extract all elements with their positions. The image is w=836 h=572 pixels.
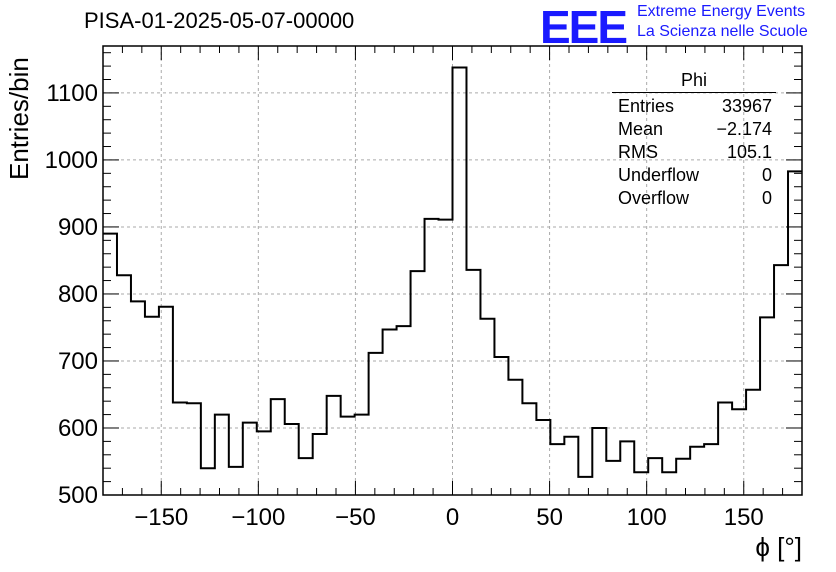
stats-label: Entries — [618, 96, 675, 116]
stats-row: Entries 33967 — [612, 95, 776, 118]
stats-title: Phi — [612, 70, 776, 93]
y-tick-label: 500 — [58, 482, 98, 509]
x-tick-label: −150 — [134, 504, 188, 531]
chart-title: PISA-01-2025-05-07-00000 — [84, 8, 355, 33]
y-tick-label: 700 — [58, 348, 98, 375]
stats-label: Mean — [618, 119, 664, 139]
x-tick-label: −50 — [335, 504, 376, 531]
stats-row: Underflow 0 — [612, 164, 776, 187]
x-tick-label: 150 — [724, 504, 764, 531]
stats-value: 33967 — [721, 96, 772, 116]
y-axis-label: Entries/bin — [4, 57, 34, 180]
stats-box: Phi Entries 33967 Mean −2.174 RMS 105.1 Und… — [612, 70, 776, 210]
stats-row: Mean −2.174 — [612, 118, 776, 141]
stats-value: −2.174 — [716, 119, 772, 139]
y-tick-label: 1100 — [46, 80, 98, 107]
x-tick-label: 50 — [536, 504, 563, 531]
stats-label: Underflow — [618, 165, 700, 185]
logo-line-1: Extreme Energy Events — [637, 3, 806, 20]
y-tick-label: 600 — [58, 415, 98, 442]
stats-label: RMS — [618, 142, 658, 162]
y-tick-label: 900 — [58, 214, 98, 241]
x-tick-label: 0 — [446, 504, 459, 531]
logo-caption: Extreme Energy Events La Scienza nelle S… — [637, 2, 808, 42]
y-tick-label: 800 — [58, 281, 98, 308]
stats-value: 105.1 — [726, 142, 772, 162]
stats-value: 0 — [761, 165, 772, 185]
eee-logo: EEE — [540, 1, 628, 53]
histogram-series — [103, 66, 802, 478]
stats-row: RMS 105.1 — [612, 141, 776, 164]
stats-label: Overflow — [618, 188, 690, 208]
x-tick-label: 100 — [627, 504, 667, 531]
x-axis-label: ϕ [°] — [755, 532, 802, 562]
logo-line-2: La Scienza nelle Scuole — [637, 23, 808, 40]
stats-row: Overflow 0 — [612, 187, 776, 210]
y-tick-label: 1000 — [45, 147, 98, 174]
x-tick-label: −100 — [231, 504, 285, 531]
stats-value: 0 — [761, 188, 772, 208]
axis-ticks: −150 −100 −50 0 50 100 150 500 600 700 800 900 1000 1… — [45, 46, 803, 531]
